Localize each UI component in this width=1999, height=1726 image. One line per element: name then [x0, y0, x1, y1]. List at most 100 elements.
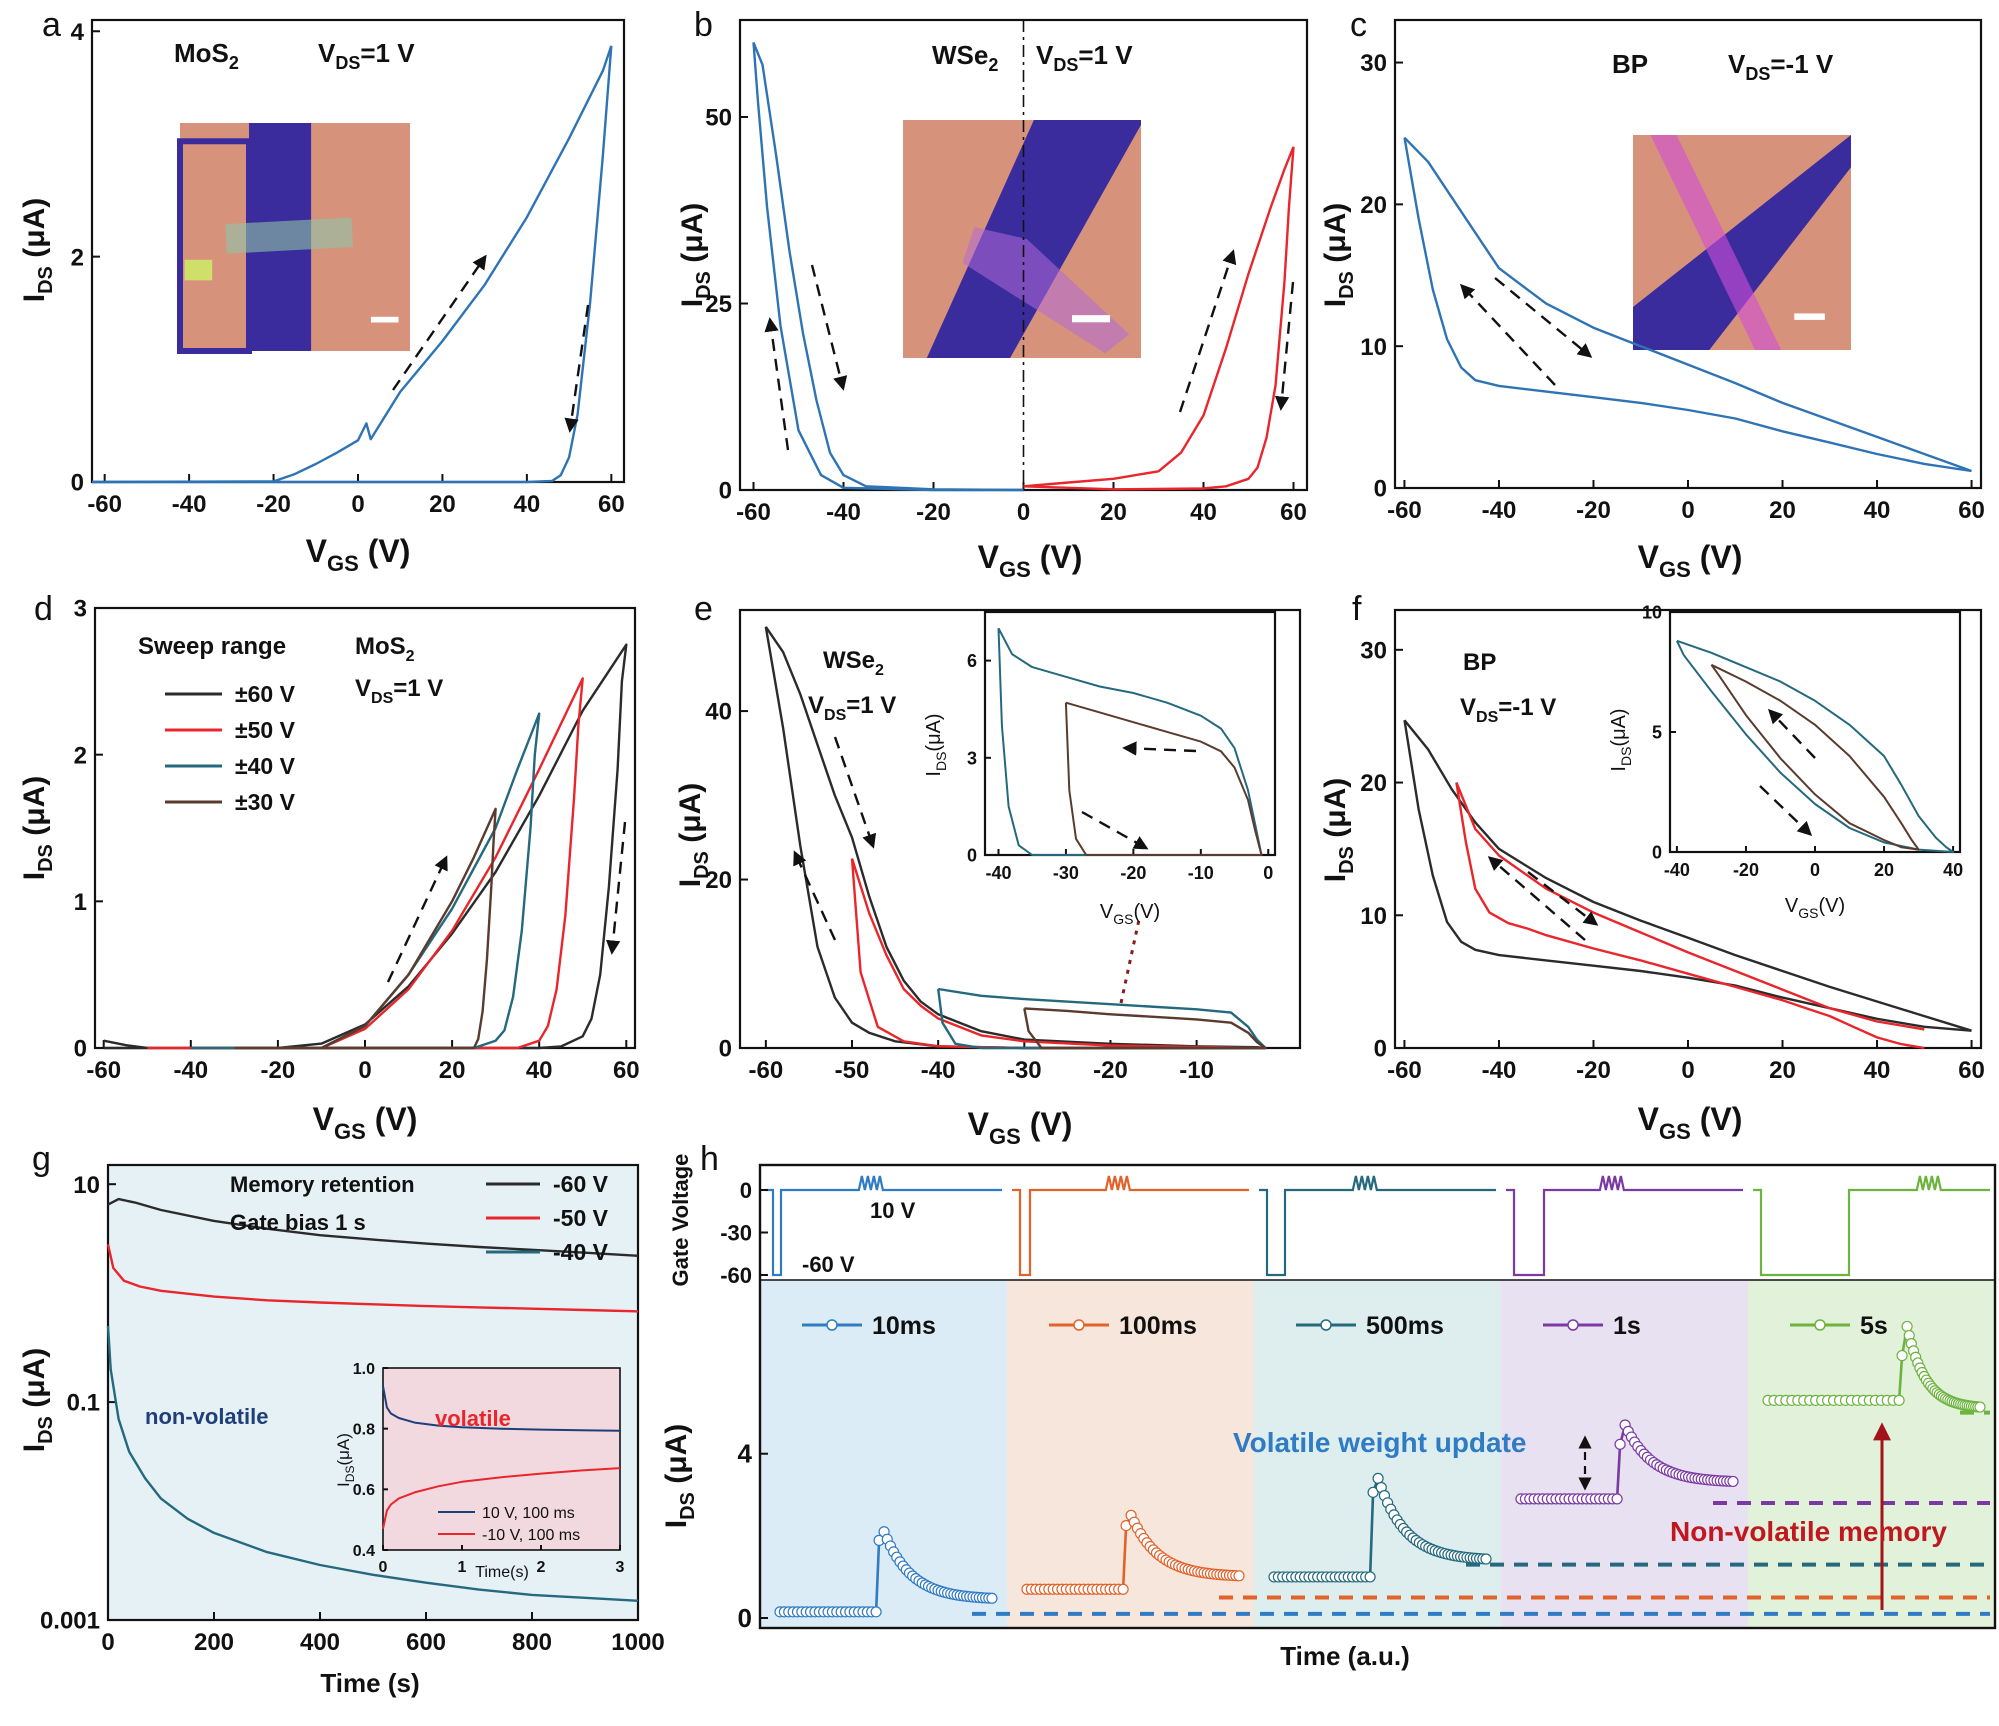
y-tick-label: 3	[967, 748, 977, 768]
y-tick-label: 0	[1374, 1036, 1387, 1063]
x-tick-label: 20	[439, 1057, 466, 1084]
y-tick-label: 20	[1360, 192, 1387, 219]
wse2-micrograph	[903, 120, 1141, 358]
gate-tick-label: -60	[720, 1263, 752, 1288]
legend-label: -50 V	[553, 1205, 609, 1231]
flake	[1650, 135, 1782, 350]
duration-legend-marker	[1567, 1319, 1579, 1331]
text-run: V	[978, 539, 1000, 575]
subscript: DS	[677, 1492, 699, 1520]
text-run: WSe	[823, 647, 875, 674]
subscript: DS	[35, 1416, 57, 1444]
inset-retention-curve	[382, 1386, 621, 1432]
electrode-gap	[926, 120, 1141, 358]
x-tick-label: 60	[1280, 499, 1307, 526]
retention-curve--40 V	[106, 1325, 639, 1602]
x-tick-label: 200	[194, 1629, 234, 1656]
x-tick-label: -30	[1007, 1057, 1042, 1084]
legend-label: ±50 V	[235, 717, 296, 743]
x-tick-label: -60	[87, 491, 122, 518]
y-axis-label: IDS (μA)	[1319, 203, 1358, 307]
inset-background	[985, 610, 1285, 855]
x-tick-label: 2	[537, 1559, 546, 1576]
gate-pulse	[1259, 1175, 1496, 1277]
y-tick-label: 3	[74, 596, 87, 623]
text-run: V	[1638, 1101, 1660, 1137]
text-run: I	[1319, 874, 1352, 882]
legend-label: ±40 V	[235, 753, 296, 779]
wse2-sweep-curve	[764, 626, 1266, 1050]
subscript: DS	[35, 844, 57, 872]
x-tick-label: 40	[1864, 1057, 1891, 1084]
text-run: I	[18, 1444, 51, 1452]
nonvolatile-label: non-volatile	[145, 1404, 268, 1429]
subscript: DS	[1476, 709, 1499, 726]
y-axis-label: IDS (μA)	[18, 776, 57, 880]
text-run: Gate Voltage	[668, 1154, 693, 1287]
inset-x-axis-label: VGS(V)	[1785, 895, 1845, 921]
y-axis-label: IDS (μA)	[18, 198, 57, 302]
volatile-update-label: Volatile weight update	[1233, 1427, 1527, 1458]
text-run: I	[18, 294, 51, 302]
x-tick-label: -20	[256, 491, 291, 518]
ids-point	[1896, 1349, 1908, 1362]
dashed-arrow	[392, 254, 487, 391]
duration-segment-bg	[1254, 1280, 1501, 1628]
text-run: MoS	[174, 38, 229, 68]
dashed-arrow	[833, 736, 877, 849]
y-tick-label: 10	[1360, 334, 1387, 361]
wse2-transfer-curve	[752, 42, 1024, 492]
y-tick-label: 0	[967, 845, 977, 865]
x-tick-label: 20	[1100, 499, 1127, 526]
subscript: DS	[691, 851, 713, 879]
duration-legend-label: 100ms	[1119, 1312, 1197, 1340]
text-run: I	[18, 872, 51, 880]
x-tick-label: 40	[1943, 860, 1963, 880]
dashed-arrow	[1122, 741, 1197, 756]
x-axis-label: VGS (V)	[306, 533, 411, 576]
text-run: I	[660, 1520, 693, 1528]
text-run: (V)	[1031, 539, 1083, 575]
text-run: V	[318, 38, 336, 68]
ids-point	[1367, 1486, 1379, 1498]
vds-label: VDS=1 V	[318, 38, 415, 73]
y-axis-label: IDS (μA)	[18, 1348, 57, 1452]
y-tick-label: 0	[738, 1603, 752, 1633]
text-run: I	[334, 1482, 353, 1487]
x-axis-label: VGS (V)	[1638, 539, 1743, 582]
dashed-arrow	[1494, 277, 1593, 358]
inset-legend-label: -10 V, 100 ms	[482, 1527, 580, 1544]
vds-label: VDS=-1 V	[1460, 694, 1556, 726]
vds-label: VDS=1 V	[355, 675, 443, 707]
gate-tick-label: -30	[720, 1221, 752, 1246]
x-tick-label: 60	[613, 1057, 640, 1084]
text-run: =1 V	[360, 38, 415, 68]
ids-point	[1117, 1583, 1129, 1595]
text-run: (μA)	[923, 713, 945, 751]
x-tick-label: -40	[826, 499, 861, 526]
x-tick-label: 3	[616, 1559, 625, 1576]
legend-label: -60 V	[553, 1171, 609, 1197]
x-tick-label: 0	[358, 1057, 371, 1084]
x-tick-label: 0	[1263, 863, 1273, 883]
vds-label: VDS=1 V	[808, 692, 896, 724]
gate-pulse	[1506, 1175, 1743, 1277]
subscript: GS	[327, 551, 359, 576]
subscript: DS	[335, 53, 360, 73]
subscript: DS	[1336, 271, 1358, 299]
text-run: (V)	[1021, 1106, 1073, 1142]
inset-x-axis-label: VGS(V)	[1100, 901, 1160, 927]
y-tick-label: 30	[1360, 50, 1387, 77]
duration-legend-marker	[1320, 1319, 1332, 1331]
x-tick-label: -40	[1482, 1057, 1517, 1084]
text-run: (μA)	[334, 1433, 353, 1465]
duration-legend-label: 500ms	[1366, 1312, 1444, 1340]
subscript: GS	[999, 557, 1031, 582]
subscript: DS	[1336, 846, 1358, 874]
inset-retention-curve	[382, 1467, 621, 1530]
text-run: I	[676, 299, 709, 307]
x-tick-label: 0	[1681, 497, 1694, 524]
dashed-arrow	[1759, 785, 1813, 836]
x-tick-label: -40	[1664, 860, 1690, 880]
